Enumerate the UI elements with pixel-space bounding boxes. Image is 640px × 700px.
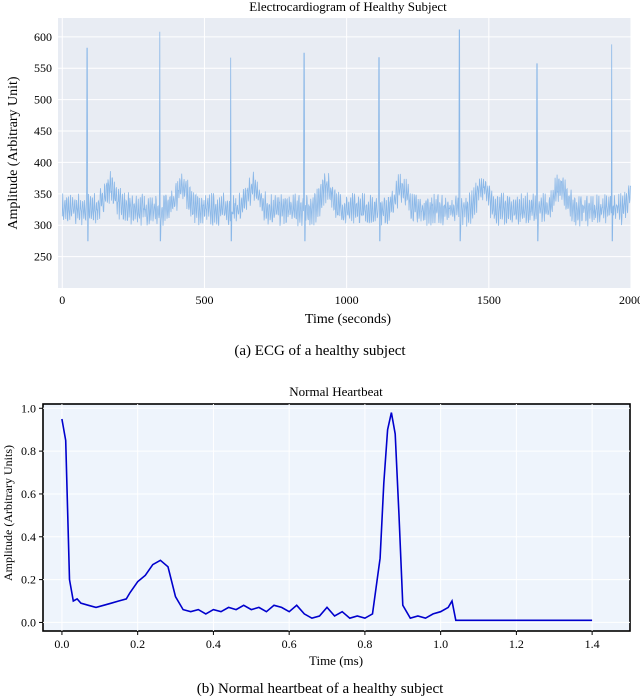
ecg-y-tick-label: 400 — [34, 155, 52, 169]
heartbeat-grid — [43, 404, 630, 631]
ecg-y-tick-label: 450 — [34, 124, 52, 138]
heartbeat-y-tick-label: 0.8 — [21, 444, 36, 458]
ecg-y-tick-label: 600 — [34, 30, 52, 44]
ecg-y-tick-label: 300 — [34, 218, 52, 232]
heartbeat-y-tick-label: 0.0 — [21, 615, 36, 629]
heartbeat-ticks: 0.0 0.2 0.4 0.6 0.8 1.0 1.2 1.4 0.0 0.2 0.4 0.6 0.8 1… — [21, 401, 600, 651]
ecg-y-tick-label: 350 — [34, 187, 52, 201]
heartbeat-y-tick-label: 0.4 — [21, 530, 36, 544]
ecg-x-tick-label: 0 — [59, 293, 65, 307]
heartbeat-y-axis-label: Amplitude (Arbitrary Units) — [1, 445, 15, 581]
heartbeat-series-line — [61, 412, 593, 622]
heartbeat-x-tick-label: 0.0 — [54, 637, 69, 651]
ecg-y-tick-label: 250 — [34, 250, 52, 264]
heartbeat-y-tick-label: 0.2 — [21, 573, 36, 587]
ecg-x-axis-label: Time (seconds) — [305, 312, 392, 327]
ecg-x-tick-label: 2000 — [619, 293, 640, 307]
heartbeat-x-tick-label: 1.2 — [509, 637, 524, 651]
heartbeat-x-tick-label: 1.0 — [433, 637, 448, 651]
ecg-y-axis-label: Amplitude (Arbitrary Unit) — [6, 76, 21, 230]
ecg-x-tick-label: 500 — [195, 293, 213, 307]
heartbeat-chart: Normal Heartbeat 0.0 0.2 0.4 0.6 0.8 1.0 1.2 1.… — [1, 384, 631, 668]
caption-a: (a) ECG of a healthy subject — [234, 343, 406, 359]
ecg-y-tick-label: 550 — [34, 61, 52, 75]
ecg-y-tick-label: 500 — [34, 93, 52, 107]
heartbeat-x-tick-label: 0.4 — [206, 637, 221, 651]
ecg-grid — [58, 18, 632, 288]
heartbeat-x-tick-label: 0.6 — [282, 637, 297, 651]
heartbeat-x-axis-label: Time (ms) — [309, 653, 363, 668]
heartbeat-x-tick-label: 0.8 — [357, 637, 372, 651]
caption-b: (b) Normal heartbeat of a healthy subjec… — [196, 681, 444, 697]
heartbeat-x-tick-label: 1.4 — [585, 637, 600, 651]
heartbeat-x-tick-label: 0.2 — [130, 637, 145, 651]
heartbeat-chart-title: Normal Heartbeat — [289, 384, 383, 399]
ecg-chart: Electrocardiogram of Healthy Subject 0 50… — [6, 0, 640, 327]
ecg-ticks: 0 500 1000 1500 2000 250 300 350 400 450 500 550 600 — [34, 30, 640, 307]
ecg-x-tick-label: 1000 — [335, 293, 359, 307]
ecg-x-tick-label: 1500 — [477, 293, 501, 307]
ecg-plot-area — [58, 18, 631, 288]
ecg-chart-title: Electrocardiogram of Healthy Subject — [249, 0, 447, 14]
ecg-series-line — [61, 29, 632, 242]
heartbeat-y-tick-label: 0.6 — [21, 487, 36, 501]
heartbeat-y-tick-label: 1.0 — [21, 401, 36, 415]
heartbeat-plot-background — [42, 403, 631, 632]
